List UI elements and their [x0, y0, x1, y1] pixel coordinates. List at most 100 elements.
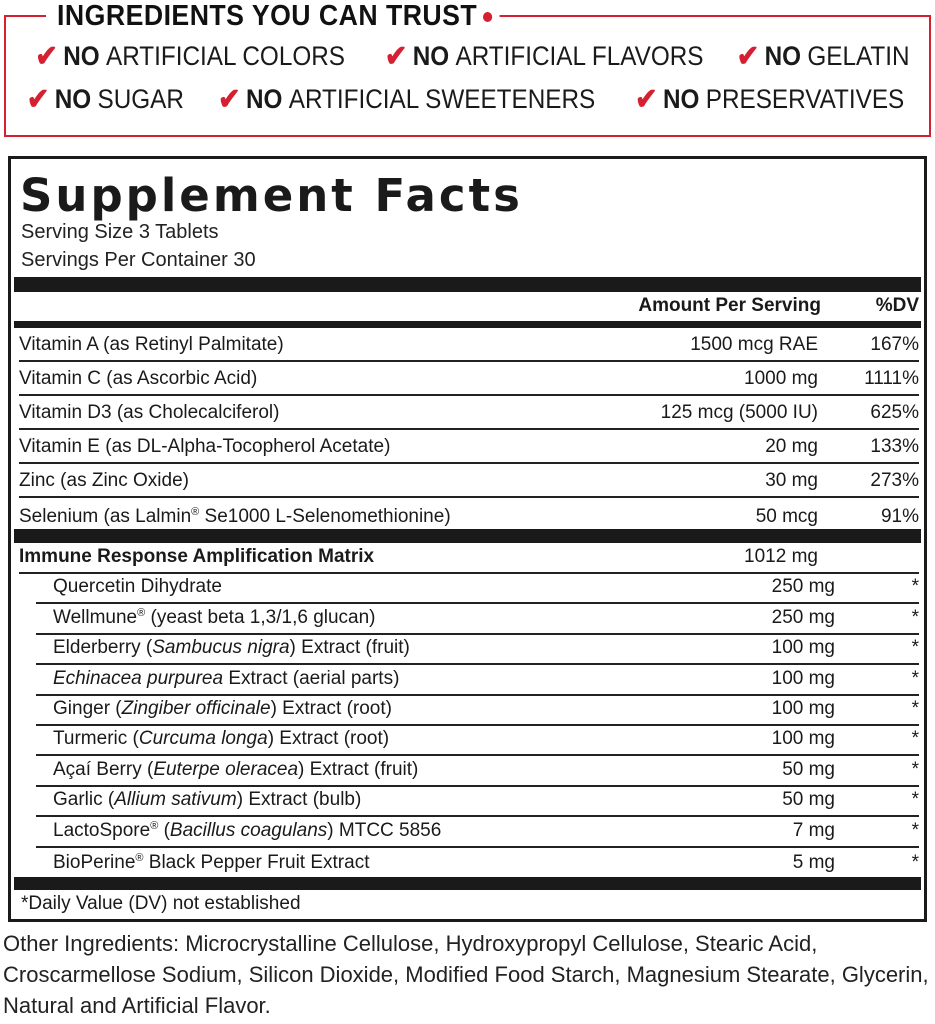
divider-bar: [14, 277, 921, 292]
nutrient-amount: 20 mg: [765, 436, 818, 457]
checkmark-icon: ✔: [217, 83, 241, 116]
nutrient-name: Ginger (Zingiber officinale) Extract (ro…: [53, 698, 392, 720]
trust-item: ✔ NO GELATIN: [736, 39, 909, 74]
no-word: NO: [54, 84, 92, 114]
nutrient-amount: 1500 mcg RAE: [690, 334, 818, 355]
nutrient-row: Turmeric (Curcuma longa) Extract (root) 1…: [36, 726, 919, 757]
nutrient-row: LactoSpore® (Bacillus coagulans) MTCC 58…: [36, 817, 919, 848]
nutrient-name: Zinc (as Zinc Oxide): [19, 470, 189, 492]
nutrient-name: LactoSpore® (Bacillus coagulans) MTCC 58…: [53, 820, 441, 842]
trust-item-label: ARTIFICIAL COLORS: [105, 41, 345, 71]
nutrient-name: Quercetin Dihydrate: [53, 576, 222, 598]
nutrient-row: Açaí Berry (Euterpe oleracea) Extract (f…: [36, 756, 919, 787]
registered-mark: ®: [150, 819, 159, 832]
nutrient-row: Selenium (as Lalmin® Se1000 L-Selenometh…: [19, 498, 919, 532]
name-part: (: [158, 819, 170, 841]
no-word: NO: [413, 41, 450, 71]
name-part: ) Extract (fruit): [289, 637, 410, 659]
nutrient-amount: 5 mg: [792, 851, 835, 873]
footnote: *Daily Value (DV) not established: [21, 893, 301, 914]
name-part: Açaí Berry (: [53, 758, 154, 780]
nutrient-amount: 50 mg: [782, 758, 835, 780]
name-part: LactoSpore: [53, 819, 151, 841]
nutrient-dv: 273%: [870, 470, 919, 491]
name-part: ) Extract (root): [270, 697, 392, 719]
name-part: Zingiber officinale: [121, 697, 271, 719]
nutrient-dv: 91%: [880, 506, 919, 527]
divider-bar: [14, 877, 921, 890]
nutrient-row: Vitamin E (as DL-Alpha-Tocopherol Acetat…: [19, 430, 919, 464]
name-part: Bacillus coagulans: [169, 819, 328, 841]
nutrient-dv: *: [911, 789, 919, 811]
nutrient-name: Immune Response Amplification Matrix: [19, 546, 375, 567]
nutrient-name: Vitamin C (as Ascorbic Acid): [19, 368, 257, 390]
trust-item: ✔ NO PRESERVATIVES: [635, 82, 904, 117]
name-part: ) Extract (root): [267, 728, 390, 750]
name-part: Quercetin Dihydrate: [53, 576, 222, 598]
nutrient-dv: 133%: [870, 436, 919, 457]
name-part: Echinacea purpurea: [53, 667, 224, 689]
nutrient-row: Ginger (Zingiber officinale) Extract (ro…: [36, 696, 919, 726]
nutrient-dv: *: [911, 819, 919, 841]
nutrient-amount: 1012 mg: [744, 546, 818, 567]
nutrient-name: Vitamin E (as DL-Alpha-Tocopherol Acetat…: [19, 436, 390, 458]
nutrient-name: Garlic (Allium sativum) Extract (bulb): [53, 789, 361, 811]
checkmark-icon: ✔: [634, 83, 658, 116]
no-word: NO: [63, 41, 100, 71]
trust-row: ✔ NO SUGAR ✔ NO ARTIFICIAL SWEETENERS ✔ NO PRESE…: [18, 82, 919, 117]
nutrient-row: Vitamin A (as Retinyl Palmitate) 1500 mcg…: [19, 328, 919, 362]
trust-row: ✔ NO ARTIFICIAL COLORS ✔ NO ARTIFICIAL FLAVOR…: [18, 39, 919, 74]
name-part: Vitamin A (as Retinyl Palmitate): [19, 334, 284, 355]
registered-mark: ®: [135, 851, 144, 864]
nutrient-row: BioPerine® Black Pepper Fruit Extract 5 m…: [36, 848, 919, 878]
name-part: (yeast beta 1,3/1,6 glucan): [145, 606, 376, 628]
nutrient-amount: 100 mg: [771, 637, 835, 659]
name-part: ) Extract (fruit): [298, 758, 419, 780]
name-part: Garlic (: [53, 789, 115, 811]
name-part: Selenium (as Lalmin: [19, 506, 192, 527]
nutrient-amount: 100 mg: [771, 728, 835, 750]
name-part: Zinc (as Zinc Oxide): [19, 470, 189, 491]
name-part: BioPerine: [53, 851, 136, 873]
name-part: Extract (aerial parts): [223, 667, 400, 689]
name-part: ) MTCC 5856: [327, 819, 442, 841]
nutrient-dv: *: [911, 606, 919, 628]
trust-title: INGREDIENTS YOU CAN TRUST: [46, 0, 500, 33]
nutrient-name: Elderberry (Sambucus nigra) Extract (fru…: [53, 637, 410, 659]
serving-size: Serving Size 3 Tablets: [21, 221, 219, 243]
nutrient-name: Echinacea purpurea Extract (aerial parts…: [53, 668, 399, 690]
nutrient-row: Vitamin C (as Ascorbic Acid) 1000 mg 1111%: [19, 362, 919, 396]
nutrient-name: Vitamin A (as Retinyl Palmitate): [19, 334, 284, 356]
trust-item: ✔ NO ARTIFICIAL COLORS: [35, 39, 345, 74]
name-part: Vitamin C (as Ascorbic Acid): [19, 368, 258, 389]
name-part: Vitamin E (as DL-Alpha-Tocopherol Acetat…: [19, 436, 391, 457]
nutrient-name: Selenium (as Lalmin® Se1000 L-Selenometh…: [19, 506, 451, 528]
nutrient-dv: *: [911, 728, 919, 750]
name-part: Wellmune: [53, 606, 138, 628]
registered-mark: ®: [137, 606, 146, 619]
trust-item-label: PRESERVATIVES: [705, 84, 905, 114]
nutrient-amount: 1000 mg: [744, 368, 818, 389]
name-part: Euterpe oleracea: [153, 758, 299, 780]
no-word: NO: [764, 41, 801, 71]
name-part: Ginger (: [53, 697, 122, 719]
nutrient-dv: *: [911, 851, 919, 873]
dot-icon: [482, 11, 492, 22]
header-amount: Amount Per Serving: [638, 295, 821, 316]
nutrient-dv: 167%: [870, 334, 919, 355]
supplement-facts-panel: Supplement Facts Serving Size 3 Tablets …: [8, 156, 927, 922]
nutrient-name: Turmeric (Curcuma longa) Extract (root): [53, 728, 389, 750]
nutrient-dv: *: [911, 667, 919, 689]
nutrient-dv: *: [911, 637, 919, 659]
name-part: Black Pepper Fruit Extract: [143, 851, 370, 873]
servings-per-container: Servings Per Container 30: [21, 249, 256, 271]
nutrient-amount: 100 mg: [771, 667, 835, 689]
checkmark-icon: ✔: [26, 83, 50, 116]
nutrient-amount: 50 mcg: [755, 506, 818, 527]
facts-title: Supplement Facts: [20, 169, 523, 222]
name-part: Curcuma longa: [138, 728, 268, 750]
no-word: NO: [245, 84, 283, 114]
nutrient-name: BioPerine® Black Pepper Fruit Extract: [53, 852, 369, 874]
trust-item-label: GELATIN: [807, 41, 910, 71]
checkmark-icon: ✔: [385, 40, 408, 73]
